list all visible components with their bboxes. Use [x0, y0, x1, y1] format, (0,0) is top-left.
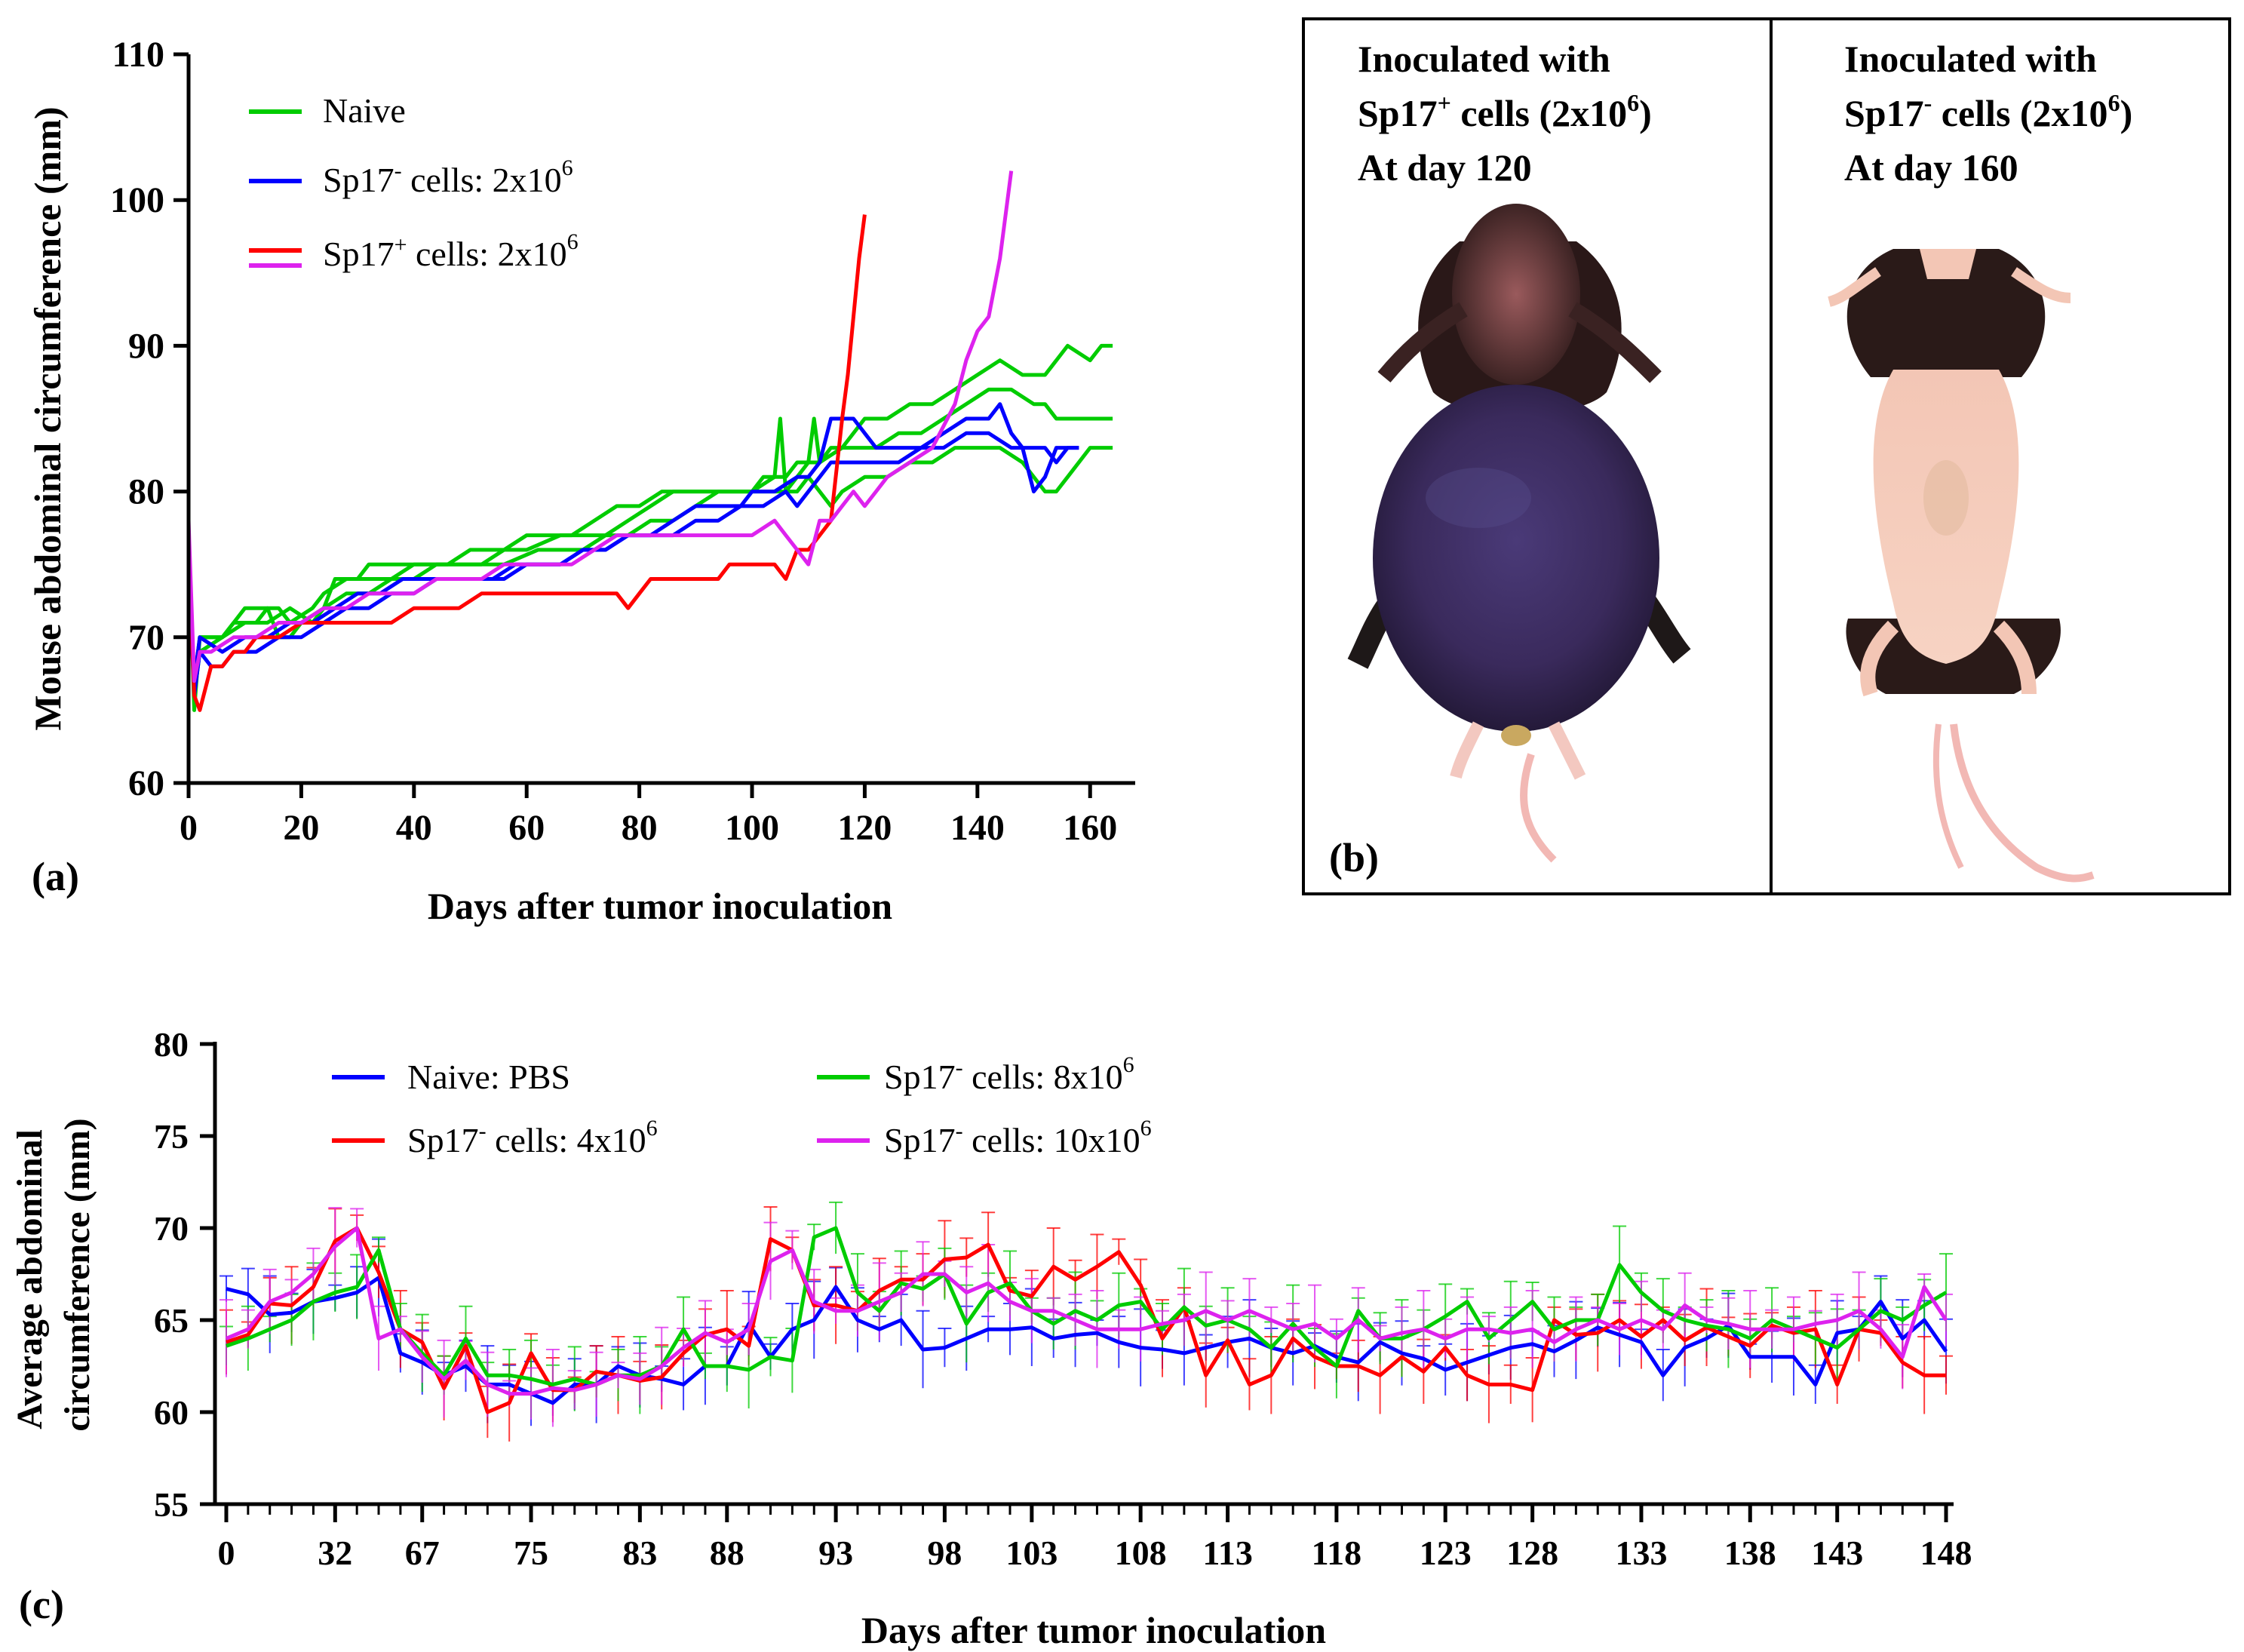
panel-c-x-tick-label: 118: [1312, 1534, 1361, 1572]
panel-c-x-tick-label: 32: [318, 1534, 352, 1572]
panel-c-x-tick-label: 103: [1005, 1534, 1058, 1572]
panel-a-x-tick-label: 80: [622, 808, 658, 848]
panel-c-y-tick-label: 75: [154, 1117, 189, 1156]
panel-c-x-tick-label: 123: [1420, 1534, 1472, 1572]
panel-c-x-tick-label: 67: [405, 1534, 440, 1572]
panel-a-y-tick-label: 100: [110, 180, 164, 220]
panel-a-y-tick-label: 90: [128, 326, 164, 366]
panel-c-x-tick-label: 133: [1615, 1534, 1667, 1572]
panel-c-y-tick-label: 80: [154, 1025, 189, 1064]
panel-a-x-tick-label: 140: [950, 808, 1005, 848]
legend-label-10x10: Sp17- cells: 10x106: [884, 1116, 1152, 1159]
panel-a-x-tick-label: 60: [508, 808, 545, 848]
panel-c-x-tick-label: 128: [1506, 1534, 1558, 1572]
legend-label-sp17neg: Sp17- cells: 2x106: [323, 155, 573, 199]
panel-c-series: [219, 1201, 1953, 1442]
panel-a-series-line: [186, 431, 1079, 683]
panel-c-y-axis-label: Average abdominal circumference (mm): [10, 1118, 97, 1431]
panel-a-x-tick-label: 100: [725, 808, 779, 848]
legend-label-sp17pos: Sp17+ cells: 2x106: [323, 229, 579, 273]
panel-c-x-axis-label: Days after tumor inoculation: [861, 1609, 1326, 1651]
panel-c-x-tick-label: 148: [1920, 1534, 1972, 1572]
panel-c-x-tick-label: 75: [514, 1534, 548, 1572]
panel-a-x-axis-label: Days after tumor inoculation: [428, 885, 892, 927]
panel-c-series-line: [226, 1226, 1948, 1396]
panel-c-y-tick-label: 60: [154, 1393, 189, 1432]
panel-a-legend: Naive Sp17- cells: 2x106 Sp17+ cells: 2x…: [249, 91, 579, 273]
panel-c-x-tick-label: 138: [1724, 1534, 1776, 1572]
panel-a-series-line: [186, 387, 1113, 698]
panel-c-x-tick-label: 108: [1115, 1534, 1167, 1572]
panel-c-chart: 55 60 65 70 75 80 0 32 67 75 83 88 93 98 103 108 113 118 1…: [10, 1025, 1972, 1651]
panel-a-ticks: 60 70 80 90 100 110 0 20 40 60 80 100 120 140 160: [110, 35, 1117, 848]
panel-a-x-tick-label: 20: [283, 808, 319, 848]
mouse-normal-abdomen-photo: [1827, 249, 2095, 883]
panel-b-right-caption: Inoculated with Sp17- cells (2x106) At d…: [1844, 38, 2142, 189]
panel-a-series-line: [186, 402, 1079, 698]
panel-a-y-tick-label: 70: [128, 618, 164, 658]
panel-a-x-tick-label: 160: [1063, 808, 1117, 848]
panel-b-label: (b): [1329, 835, 1379, 880]
panel-a-series-line: [186, 170, 1014, 683]
panel-a-series-line: [186, 446, 1113, 683]
panel-a-x-tick-label: 120: [837, 808, 892, 848]
panel-a-x-tick-label: 40: [396, 808, 432, 848]
panel-a-y-tick-label: 60: [128, 763, 164, 803]
panel-c-x-tick-label: 83: [622, 1534, 657, 1572]
panel-c-label: (c): [19, 1582, 64, 1627]
mouse-swollen-abdomen-photo: [1347, 204, 1691, 863]
panel-c-series-line: [226, 1276, 1948, 1405]
legend-label-naive: Naive: [323, 91, 406, 130]
panel-c-legend: Naive: PBS Sp17- cells: 4x106 Sp17- cell…: [332, 1052, 1152, 1159]
panel-a-series: [186, 170, 1113, 712]
panel-c-x-tick-label: 88: [710, 1534, 744, 1572]
legend-label-naive-pbs: Naive: PBS: [407, 1058, 570, 1096]
panel-c-x-tick-label: 113: [1202, 1534, 1252, 1572]
panel-c-x-tick-label: 98: [927, 1534, 962, 1572]
panel-a-x-tick-label: 0: [180, 808, 198, 848]
panel-c-y-tick-label: 70: [154, 1209, 189, 1248]
panel-a-y-tick-label: 110: [112, 35, 164, 75]
panel-b: Inoculated with Sp17+ cells (2x106) At d…: [1302, 17, 2231, 895]
panel-c-y-tick-label: 55: [154, 1485, 189, 1524]
panel-a-y-tick-label: 80: [128, 472, 164, 512]
panel-c-y-tick-label: 65: [154, 1301, 189, 1340]
panel-c-x-tick-label: 143: [1811, 1534, 1863, 1572]
panel-a-y-axis-label: Mouse abdominal circumference (mm): [26, 106, 69, 730]
panel-c-ticks: 55 60 65 70 75 80 0 32 67 75 83 88 93 98 103 108 113 118 1…: [154, 1025, 1972, 1572]
panel-c-x-tick-label: 0: [218, 1534, 235, 1572]
legend-label-4x10: Sp17- cells: 4x106: [407, 1116, 658, 1159]
panel-b-left-caption: Inoculated with Sp17+ cells (2x106) At d…: [1358, 38, 1661, 189]
legend-label-8x10: Sp17- cells: 8x106: [884, 1052, 1134, 1096]
panel-a-label: (a): [32, 854, 79, 899]
panel-c-series-line: [226, 1226, 1948, 1386]
panel-a-chart: 60 70 80 90 100 110 0 20 40 60 80 100 120 140 160 Naiv…: [26, 35, 1135, 927]
panel-c-x-tick-label: 93: [818, 1534, 853, 1572]
